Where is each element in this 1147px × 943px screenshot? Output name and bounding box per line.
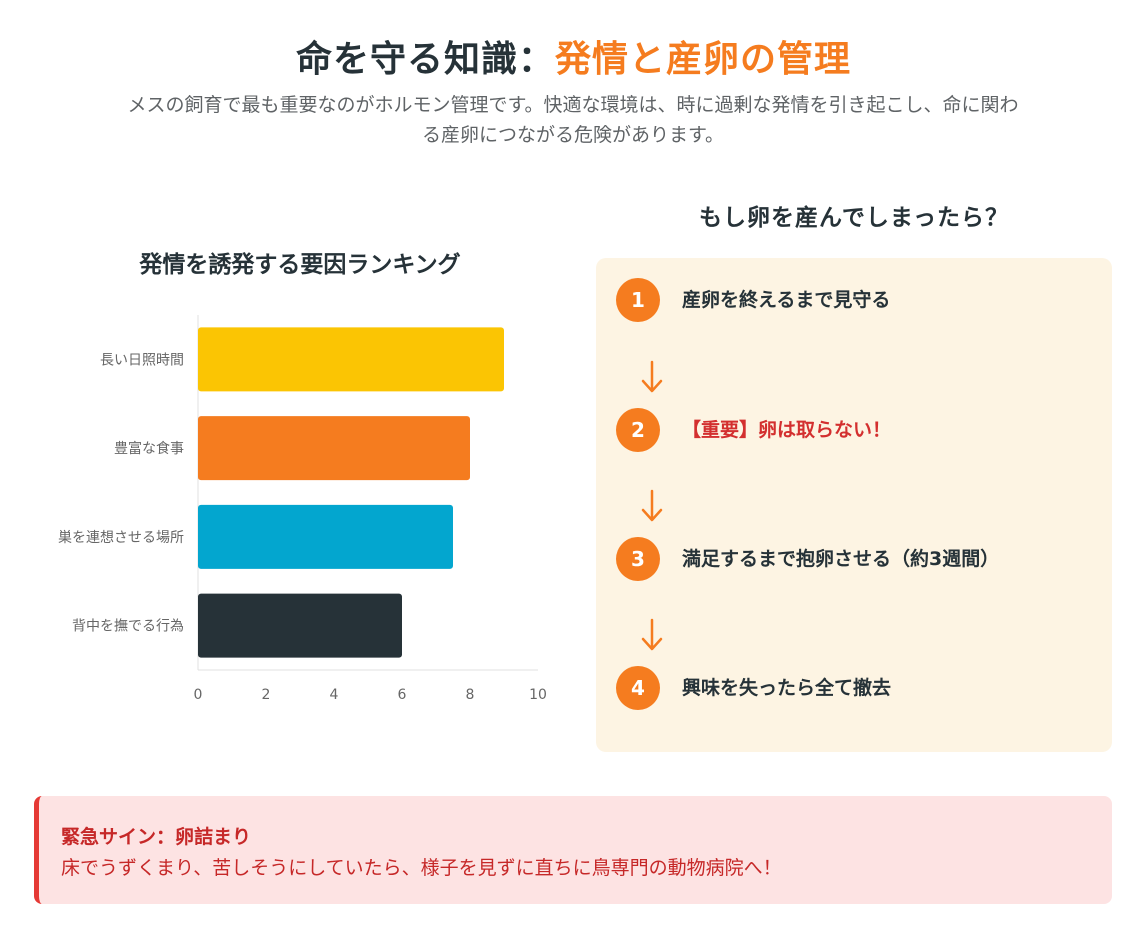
flow-step-1: 1 産卵を終えるまで見守る	[616, 278, 1096, 322]
category-label: 豊富な食事	[114, 440, 184, 457]
x-tick-label: 8	[466, 687, 475, 703]
down-arrow-icon	[641, 618, 663, 651]
bar	[198, 416, 470, 481]
title-main: 命を守る知識：	[295, 39, 555, 80]
emergency-alert: 緊急サイン：卵詰まり 床でうずくまり、苦しそうにしていたら、様子を見ずに直ちに鳥…	[34, 796, 1112, 904]
category-label: 巣を連想させる場所	[58, 530, 184, 546]
x-tick-label: 0	[194, 687, 203, 703]
flow-panel: 1 産卵を終えるまで見守る 2 【重要】卵は取らない！ 3 満足するまで抱卵させ…	[596, 258, 1112, 752]
flow-title: もし卵を産んでしまったら？	[699, 205, 1009, 231]
down-arrow-icon	[641, 360, 663, 393]
step-number-badge: 3	[616, 537, 660, 581]
page-title: 命を守る知識：発情と産卵の管理	[0, 30, 1147, 82]
category-label: 背中を撫でる行為	[72, 619, 184, 635]
page-subtitle: メスの飼育で最も重要なのがホルモン管理です。快適な環境は、時に過剰な発情を引き起…	[127, 94, 1019, 146]
x-tick-label: 10	[529, 687, 547, 703]
x-tick-label: 2	[262, 687, 271, 703]
bar	[198, 327, 504, 392]
x-tick-label: 4	[330, 687, 339, 703]
bar	[198, 593, 402, 658]
flow-step-2: 2 【重要】卵は取らない！	[616, 408, 1096, 452]
step-number-badge: 2	[616, 408, 660, 452]
bar	[198, 504, 453, 569]
step-number-badge: 1	[616, 278, 660, 322]
step-text: 産卵を終えるまで見守る	[682, 289, 891, 311]
x-tick-label: 6	[398, 687, 407, 703]
step-text: 満足するまで抱卵させる（約3週間）	[682, 548, 1000, 570]
step-text-important: 【重要】卵は取らない！	[682, 419, 892, 441]
flow-step-4: 4 興味を失ったら全て撤去	[616, 666, 1096, 710]
category-label: 長い日照時間	[100, 352, 184, 368]
flow-step-3: 3 満足するまで抱卵させる（約3週間）	[616, 537, 1096, 581]
alert-body: 床でうずくまり、苦しそうにしていたら、様子を見ずに直ちに鳥専門の動物病院へ！	[61, 857, 782, 879]
title-accent: 発情と産卵の管理	[555, 39, 852, 80]
chart-title: 発情を誘発する要因ランキング	[139, 252, 461, 278]
step-text: 興味を失ったら全て撤去	[682, 677, 892, 699]
alert-title: 緊急サイン：卵詰まり	[61, 826, 252, 848]
down-arrow-icon	[641, 489, 663, 522]
step-number-badge: 4	[616, 666, 660, 710]
